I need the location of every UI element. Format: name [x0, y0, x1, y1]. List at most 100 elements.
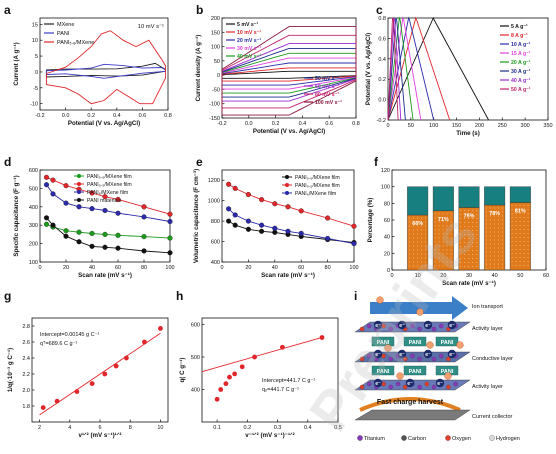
electron — [397, 320, 407, 330]
bar-texture — [464, 222, 466, 223]
bar-texture — [511, 237, 513, 238]
electron — [405, 378, 415, 388]
bar-texture — [468, 210, 470, 211]
data-point — [50, 191, 56, 197]
data-point — [102, 207, 108, 214]
pani-label: PANI — [441, 340, 454, 346]
data-point — [76, 229, 82, 235]
x-tick-label: 0.1 — [213, 425, 221, 431]
legend-label: 15 A g⁻¹ — [511, 51, 531, 57]
bar-texture — [446, 257, 448, 259]
bar-texture — [476, 246, 478, 247]
bar-texture — [497, 215, 499, 217]
bar-texture — [408, 221, 410, 223]
electron-label: e⁻ — [407, 381, 413, 387]
bar-texture — [485, 231, 487, 233]
data-point — [167, 235, 173, 241]
panel-letter: h — [176, 289, 183, 303]
legend-label: 10 A g⁻¹ — [511, 42, 531, 48]
y-tick-label: 150 — [211, 30, 220, 36]
bar-texture — [438, 253, 440, 255]
panel-h: 0.1 0.2 0.3 0.4 0.5 400 500 600 v⁻¹ᐟ² (mV s⁻¹)⁻¹… — [179, 317, 342, 439]
bar-texture — [412, 217, 414, 219]
bar-texture — [438, 233, 440, 235]
bar-texture — [472, 266, 474, 267]
bar-texture — [450, 253, 452, 255]
bar-texture — [497, 219, 499, 221]
bar-texture — [472, 218, 474, 219]
bar-texture — [511, 253, 513, 254]
bar-texture — [408, 237, 410, 239]
bar-texture — [523, 237, 525, 238]
bar-texture — [476, 222, 478, 223]
bar-texture — [476, 238, 478, 239]
y-tick-label: -100 — [209, 102, 220, 108]
atom — [410, 323, 415, 329]
bar-texture — [497, 207, 499, 209]
pani-label: PANI — [377, 340, 390, 346]
bar-texture — [515, 205, 517, 206]
data-point — [232, 212, 238, 218]
bar-texture — [515, 237, 517, 238]
x-axis-label: Scan rate (mV s⁻¹) — [261, 272, 315, 279]
bar-texture — [472, 250, 474, 251]
bar-texture — [416, 265, 418, 267]
bar-texture — [420, 233, 422, 235]
x-tick-label: 0.5 — [334, 425, 342, 431]
data-point — [89, 243, 95, 249]
bar-texture — [501, 219, 503, 221]
y-tick-label: 2.4 — [22, 356, 30, 362]
bar-texture — [515, 209, 517, 210]
bar-texture — [412, 237, 414, 239]
electron — [423, 320, 433, 330]
bar-texture — [485, 207, 487, 209]
atom-legend-marker — [401, 435, 407, 441]
x-tick-label: 6 — [98, 425, 101, 431]
bar-texture — [493, 263, 495, 265]
bar-texture — [420, 261, 422, 263]
x-tick-label: 10 — [157, 425, 163, 431]
x-tick-label: 0.6 — [139, 113, 147, 119]
x-tick-label: 0 — [390, 273, 393, 279]
bar-texture — [424, 229, 426, 231]
bar-texture — [438, 261, 440, 263]
x-tick-label: 4 — [68, 425, 71, 431]
bar-texture — [442, 217, 444, 219]
bar-texture — [416, 229, 418, 231]
data-point — [239, 364, 245, 370]
bar-texture — [497, 251, 499, 253]
bar-texture — [468, 258, 470, 259]
bar-texture — [515, 221, 517, 222]
atom — [417, 356, 422, 362]
electron-label: e⁻ — [375, 381, 381, 387]
y-tick-label: 500 — [29, 186, 38, 192]
data-point — [319, 335, 325, 340]
bar-texture — [527, 261, 529, 262]
bar-texture — [446, 225, 448, 227]
bar-texture — [515, 229, 517, 230]
atom — [410, 353, 415, 359]
bar-texture — [476, 254, 478, 255]
x-axis-label: Potential (V vs. Ag/AgCl) — [253, 128, 325, 135]
data-point — [43, 221, 50, 227]
bar-texture — [408, 265, 410, 267]
bar-texture — [438, 241, 440, 243]
bar-texture — [416, 225, 418, 227]
x-tick-label: 0.8 — [164, 113, 172, 119]
bar-texture — [511, 225, 513, 226]
bar-texture — [416, 261, 418, 263]
bar-texture — [497, 255, 499, 257]
bar-texture — [416, 257, 418, 259]
legend-label: 80 mV s⁻¹ — [315, 92, 339, 98]
bar-texture — [476, 262, 478, 263]
bar-texture — [424, 257, 426, 259]
legend-label: 8 A g⁻¹ — [511, 33, 528, 39]
data-point — [351, 223, 357, 229]
bar-texture — [485, 251, 487, 253]
bar-texture — [468, 262, 470, 263]
y-tick-label: 15 — [32, 22, 38, 28]
panel-letter: b — [196, 3, 203, 17]
x-tick-label: -0.2 — [35, 113, 44, 119]
bar-texture — [497, 263, 499, 265]
